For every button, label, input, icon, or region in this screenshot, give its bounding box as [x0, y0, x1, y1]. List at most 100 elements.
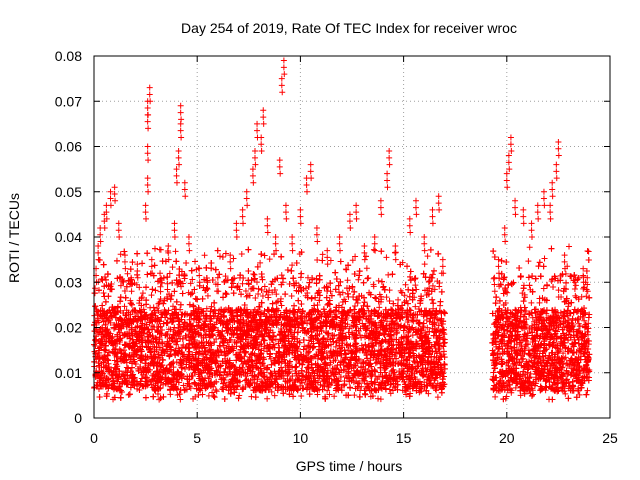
data-point-noise — [154, 391, 161, 398]
data-point-noise — [127, 297, 134, 304]
data-point-noise — [243, 293, 250, 300]
data-point-noise — [584, 247, 591, 254]
data-point-noise — [437, 352, 444, 359]
data-point-noise — [418, 327, 425, 334]
data-point-noise — [148, 292, 155, 299]
data-point-noise — [343, 266, 350, 273]
data-point-noise — [100, 289, 107, 296]
data-point-noise — [190, 395, 197, 402]
data-point-noise — [136, 284, 143, 291]
data-point-noise — [259, 293, 266, 300]
data-point-noise — [365, 307, 372, 314]
data-point-noise — [431, 286, 438, 293]
data-point-noise — [440, 348, 447, 355]
data-point-noise — [180, 382, 187, 389]
data-point-noise — [492, 393, 499, 400]
data-point-noise — [528, 299, 535, 306]
data-point-noise — [358, 334, 365, 341]
data-point-noise — [111, 357, 118, 364]
data-point-noise — [497, 281, 504, 288]
data-point-noise — [346, 325, 353, 332]
data-point-noise — [253, 279, 260, 286]
data-point-noise — [421, 261, 428, 268]
data-point-noise — [385, 271, 392, 278]
data-point-noise — [581, 317, 588, 324]
data-point-noise — [503, 393, 510, 400]
data-point-noise — [158, 349, 165, 356]
data-point-noise — [314, 391, 321, 398]
data-point-noise — [239, 386, 246, 393]
data-point-noise — [298, 393, 305, 400]
data-point-noise — [124, 270, 131, 277]
data-point-noise — [189, 276, 196, 283]
data-point-noise — [303, 352, 310, 359]
data-point-noise — [238, 312, 245, 319]
data-point-noise — [164, 286, 171, 293]
data-point-noise — [429, 282, 436, 289]
data-point-noise — [567, 272, 574, 279]
data-point-noise — [432, 348, 439, 355]
data-point-noise — [410, 318, 417, 325]
data-point-noise — [257, 259, 264, 266]
data-point-noise — [302, 285, 309, 292]
data-point-noise — [555, 287, 562, 294]
data-point-noise — [412, 303, 419, 310]
data-point-noise — [266, 287, 273, 294]
data-point-noise — [238, 251, 245, 258]
data-point-noise — [272, 360, 279, 367]
data-point-noise — [402, 281, 409, 288]
data-point-noise — [512, 384, 519, 391]
data-point-noise — [193, 362, 200, 369]
data-point-noise — [175, 331, 182, 338]
data-point-noise — [367, 312, 374, 319]
data-point-noise — [558, 294, 565, 301]
data-point-noise — [193, 266, 200, 273]
data-point-noise — [324, 387, 331, 394]
data-point-noise — [517, 352, 524, 359]
data-point-noise — [264, 395, 271, 402]
data-points — [91, 57, 593, 403]
data-point-noise — [258, 378, 265, 385]
data-point-noise — [251, 379, 258, 386]
data-point-noise — [221, 376, 228, 383]
data-point-noise — [348, 365, 355, 372]
data-point-noise — [213, 319, 220, 326]
data-point-noise — [358, 342, 365, 349]
data-point-noise — [209, 389, 216, 396]
data-point-noise — [255, 291, 262, 298]
data-point-noise — [363, 265, 370, 272]
data-point-noise — [355, 309, 362, 316]
data-point-noise — [337, 291, 344, 298]
data-point-noise — [248, 393, 255, 400]
data-point-noise — [527, 370, 534, 377]
data-point-noise — [349, 257, 356, 264]
data-point-noise — [164, 280, 171, 287]
data-point-noise — [319, 251, 326, 258]
data-point-noise — [429, 271, 436, 278]
data-point-noise — [411, 344, 418, 351]
data-point-noise — [376, 304, 383, 311]
data-point-noise — [157, 246, 164, 253]
data-point-noise — [355, 276, 362, 283]
data-point-noise — [152, 334, 159, 341]
data-point-noise — [352, 253, 359, 260]
data-point-noise — [383, 254, 390, 261]
data-point-noise — [150, 304, 157, 311]
data-point-noise — [375, 277, 382, 284]
data-point-noise — [177, 396, 184, 403]
data-point-noise — [314, 256, 321, 263]
data-point-noise — [222, 365, 229, 372]
data-point-noise — [121, 303, 128, 310]
data-point-noise — [271, 392, 278, 399]
data-point-noise — [424, 253, 431, 260]
data-point-noise — [507, 343, 514, 350]
data-point-noise — [560, 350, 567, 357]
data-point-noise — [170, 303, 177, 310]
data-point-noise — [395, 296, 402, 303]
data-point-noise — [166, 270, 173, 277]
data-point-noise — [117, 251, 124, 258]
data-point-noise — [525, 258, 532, 265]
data-point-noise — [255, 357, 262, 364]
data-point-noise — [584, 387, 591, 394]
